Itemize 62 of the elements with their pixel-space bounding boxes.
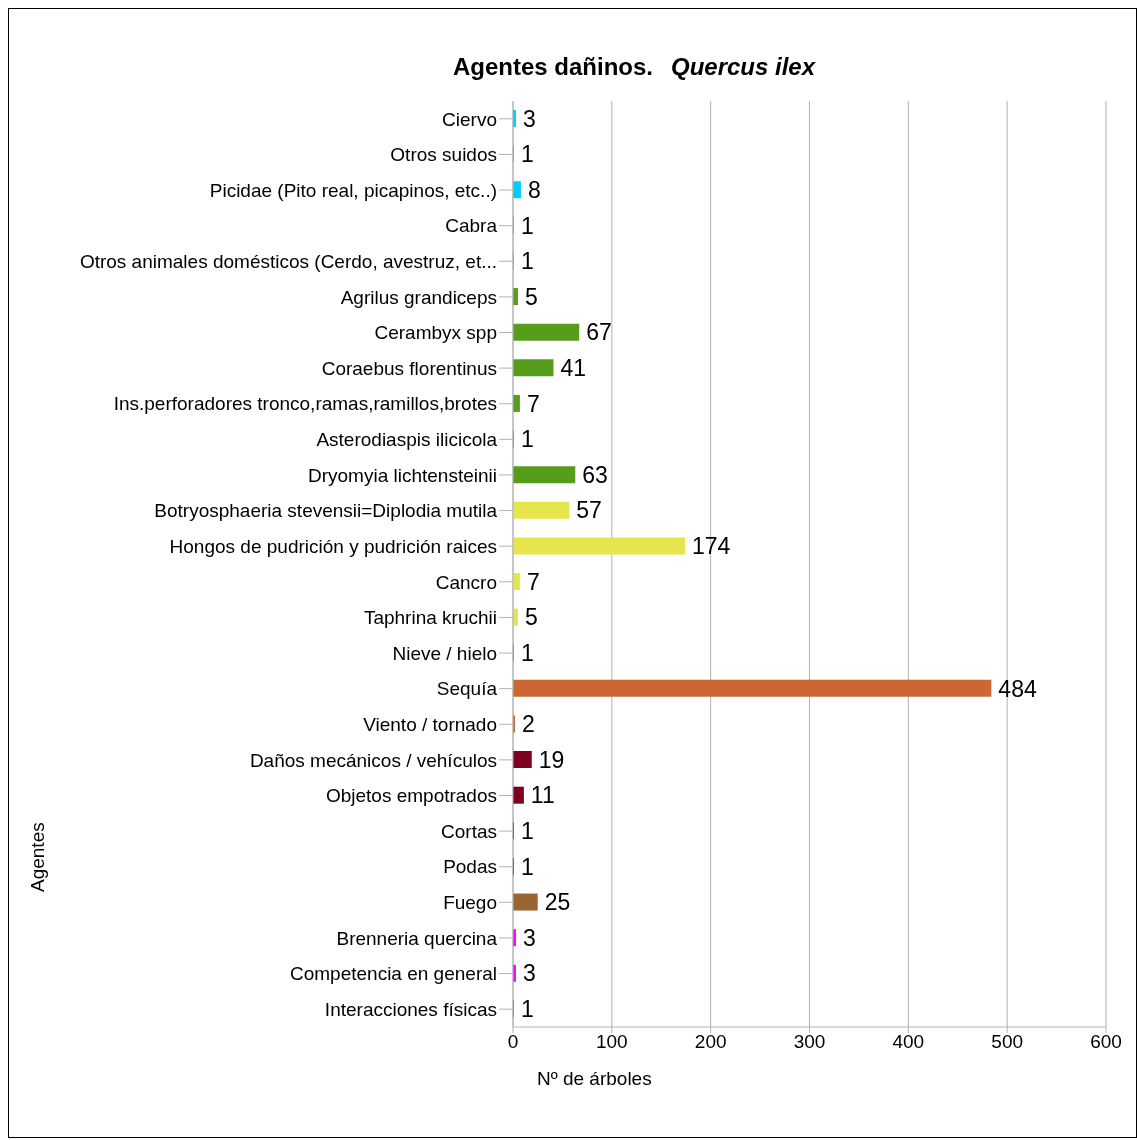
data-label: 1	[520, 248, 534, 275]
y-tick-label: Coraebus florentinus	[321, 357, 497, 379]
y-tick-label: Cortas	[441, 820, 497, 842]
x-axis-title: Nº de árboles	[537, 1068, 652, 1089]
x-tick-label: 500	[991, 1031, 1024, 1053]
y-tick-label: Cerambyx spp	[374, 322, 497, 344]
x-tick-label: 100	[595, 1031, 628, 1053]
data-label: 1	[520, 212, 534, 239]
data-label: 3	[522, 960, 536, 987]
data-label: 3	[522, 105, 536, 132]
data-label: 25	[544, 889, 571, 916]
data-label: 2	[521, 711, 535, 738]
y-tick-label: Sequía	[436, 678, 498, 700]
data-label: 7	[526, 568, 540, 595]
y-tick-label: Picidae (Pito real, picapinos, etc..)	[209, 179, 497, 201]
data-label: 174	[691, 533, 731, 560]
data-label: 5	[524, 604, 538, 631]
y-tick-label: Cancro	[435, 571, 497, 593]
data-label: 8	[527, 176, 541, 203]
y-tick-label: Asterodiaspis ilicicola	[316, 429, 498, 451]
y-tick-label: Objetos empotrados	[325, 785, 497, 807]
y-tick-label: Nieve / hielo	[392, 642, 497, 664]
data-label: 1	[520, 639, 534, 666]
data-label: 41	[560, 354, 587, 381]
y-tick-label: Taphrina kruchii	[363, 607, 497, 629]
x-tick-label: 400	[892, 1031, 925, 1053]
data-label: 11	[530, 782, 555, 809]
y-tick-label: Cabra	[445, 215, 498, 237]
y-tick-label: Ins.perforadores tronco,ramas,ramillos,brotes	[113, 393, 497, 415]
y-tick-label: Agrilus grandiceps	[340, 286, 497, 308]
chart-title: Agentes dañinos. Quercus ilex	[452, 53, 817, 80]
data-label: 5	[524, 283, 538, 310]
y-tick-label: Dryomyia lichtensteinii	[307, 464, 497, 486]
y-tick-label: Viento / tornado	[363, 714, 497, 736]
y-tick-label: Podas	[443, 856, 497, 878]
y-tick-label: Brenneria quercina	[336, 927, 498, 949]
data-label: 484	[998, 675, 1037, 702]
y-tick-label: Interacciones físicas	[324, 998, 497, 1020]
y-tick-label: Fuego	[443, 892, 497, 914]
y-tick-label: Ciervo	[442, 108, 497, 130]
x-tick-label: 0	[507, 1031, 519, 1053]
data-label: 3	[522, 924, 536, 951]
data-label: 1	[520, 853, 534, 880]
y-tick-label: Competencia en general	[289, 963, 497, 985]
y-tick-label: Otros suidos	[390, 144, 497, 166]
y-axis-title: Agentes	[27, 822, 48, 892]
data-label: 67	[586, 319, 612, 346]
x-tick-label: 600	[1090, 1031, 1122, 1053]
data-label: 7	[526, 390, 540, 417]
data-label: 57	[576, 497, 602, 524]
x-tick-label: 300	[793, 1031, 826, 1053]
data-label: 1	[520, 426, 534, 453]
y-tick-label: Hongos de pudrición y pudrición raices	[169, 535, 497, 557]
data-label: 1	[520, 996, 534, 1023]
data-label: 19	[538, 746, 565, 773]
x-tick-label: 200	[694, 1031, 727, 1053]
y-tick-label: Botryosphaeria stevensii=Diplodia mutila	[154, 500, 498, 522]
y-tick-label: Daños mecánicos / vehículos	[249, 749, 497, 771]
data-label: 1	[520, 141, 534, 168]
data-label: 1	[520, 817, 534, 844]
data-label: 63	[582, 461, 608, 488]
y-tick-label: Otros animales domésticos (Cerdo, avestruz, et...	[79, 251, 497, 273]
